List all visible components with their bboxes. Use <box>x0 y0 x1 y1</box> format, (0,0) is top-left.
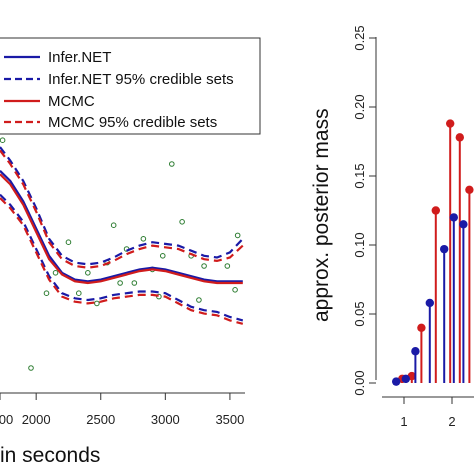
series-line-0 <box>0 170 243 283</box>
series-line-4 <box>0 149 244 269</box>
legend-box <box>0 37 261 135</box>
left-x-tick-label: 2500 <box>86 412 115 427</box>
series-line-2 <box>0 193 244 322</box>
left-chart-panel: 00 2000 2500 3000 3500 in seconds Infer.NET … <box>0 37 261 467</box>
left-x-tick-label: 2000 <box>22 412 51 427</box>
data-point <box>85 270 91 276</box>
stem-point <box>440 244 449 254</box>
legend-label-mcmc-ci: MCMC 95% credible sets <box>48 114 217 131</box>
right-stem-bars <box>392 119 474 386</box>
series-line-1 <box>0 146 244 266</box>
left-x-axis-title: in seconds <box>0 444 100 467</box>
data-point <box>43 290 50 297</box>
stem-point <box>459 220 468 229</box>
right-y-ticks: 0.00 0.05 0.10 0.15 0.20 0.25 <box>352 25 376 396</box>
left-x-tick-label: 3000 <box>151 412 180 427</box>
stem-point <box>425 298 434 308</box>
left-x-tick-label: 00 <box>0 412 13 427</box>
data-point <box>140 236 147 242</box>
data-point <box>168 161 175 167</box>
right-y-tick-label: 0.25 <box>352 25 367 50</box>
data-point <box>159 253 166 259</box>
right-y-tick-label: 0.15 <box>352 163 367 188</box>
stem-point <box>446 119 455 128</box>
data-point <box>75 290 82 297</box>
right-y-tick-label: 0.00 <box>352 370 367 395</box>
data-point <box>234 232 241 239</box>
data-point <box>117 280 123 286</box>
stem-point <box>392 377 401 386</box>
data-point <box>196 297 202 303</box>
data-point <box>232 287 238 293</box>
series-line-5 <box>0 197 244 325</box>
data-point <box>179 219 185 225</box>
data-point <box>65 239 72 245</box>
data-point <box>94 300 100 307</box>
right-x-tick-label: 1 <box>400 414 407 429</box>
left-x-tick-label: 3500 <box>215 412 244 427</box>
data-point <box>201 263 207 269</box>
right-y-tick-label: 0.05 <box>352 301 367 326</box>
legend-label-infer-net-ci: Infer.NET 95% credible sets <box>48 71 234 88</box>
left-series-lines <box>0 146 244 325</box>
right-y-axis-title: approx. posterior mass <box>310 108 333 322</box>
stem-point <box>431 206 440 215</box>
data-point <box>28 365 34 371</box>
data-point <box>224 263 231 269</box>
stem-point <box>401 374 410 384</box>
stem-point <box>449 213 458 222</box>
data-point <box>0 137 6 143</box>
legend-label-infer-net: Infer.NET <box>48 49 111 66</box>
left-data-points <box>0 103 241 371</box>
stem-point <box>455 133 464 142</box>
right-y-tick-label: 0.20 <box>352 94 367 119</box>
right-x-tick-label: 2 <box>448 414 455 429</box>
stem-point <box>417 323 426 332</box>
data-point <box>131 280 138 286</box>
data-point <box>156 293 162 300</box>
series-line-3 <box>0 173 243 285</box>
data-point <box>52 270 59 276</box>
legend-label-mcmc: MCMC <box>48 93 95 110</box>
data-point <box>110 222 117 228</box>
stem-point <box>411 347 420 356</box>
legend: Infer.NET Infer.NET 95% credible sets MC… <box>0 37 261 135</box>
left-x-ticks: 00 2000 2500 3000 3500 <box>0 393 244 427</box>
stem-point <box>465 185 474 194</box>
right-y-tick-label: 0.10 <box>352 232 367 257</box>
